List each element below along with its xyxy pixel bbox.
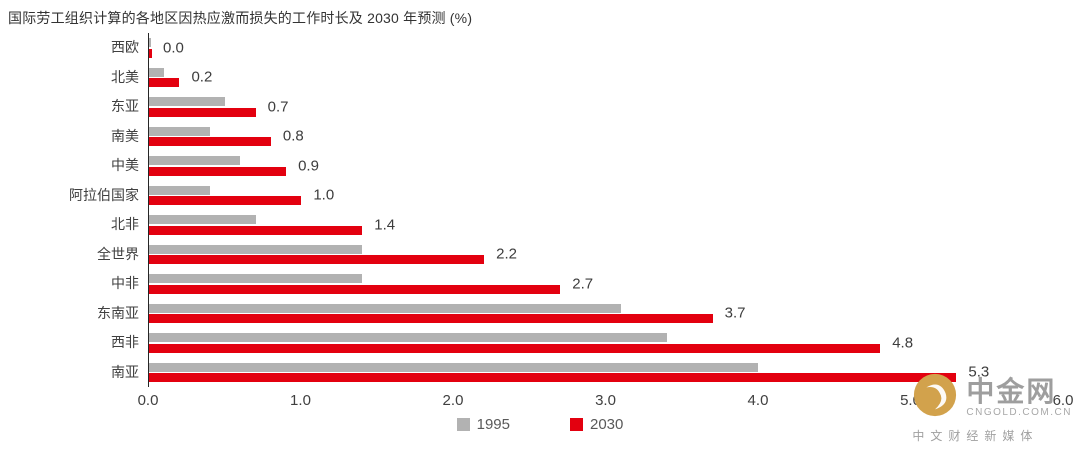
x-tick-label: 6.0 — [1052, 392, 1074, 409]
value-label: 0.9 — [298, 157, 319, 175]
category-label: 北非 — [111, 216, 139, 232]
x-tick-label: 2.0 — [442, 392, 464, 409]
x-tick-label: 3.0 — [595, 392, 616, 409]
value-label: 1.0 — [313, 186, 335, 204]
legend: 1995 2030 — [0, 416, 1080, 433]
legend-item: 1995 — [456, 416, 510, 433]
chart-row: 阿拉伯国家 1.0 — [0, 180, 1063, 210]
chart-title: 国际劳工组织计算的各地区因热应激而损失的工作时长及 2030 年预测 (%) — [8, 10, 473, 26]
bar-2030 — [149, 314, 713, 323]
x-tick-label: 1.0 — [290, 392, 311, 409]
chart-row: 全世界 2.2 — [0, 239, 1063, 269]
value-label: 0.8 — [282, 127, 304, 145]
bar-group: 3.7 — [148, 298, 1063, 328]
chart-row: 南美 0.8 — [0, 121, 1063, 151]
legend-label: 2030 — [590, 416, 624, 433]
chart-row: 中非 2.7 — [0, 269, 1063, 299]
watermark-domain: CNGOLD.COM.CN — [966, 407, 1072, 419]
category-label: 中非 — [111, 275, 139, 291]
bar-1995 — [149, 97, 226, 106]
value-label: 2.7 — [572, 275, 594, 293]
category-label: 西欧 — [111, 39, 139, 55]
category-label: 东南亚 — [97, 304, 139, 321]
legend-label: 1995 — [476, 416, 510, 433]
category-label: 中美 — [111, 157, 139, 173]
category-label: 南美 — [111, 127, 139, 144]
x-tick-label: 0.0 — [137, 392, 159, 409]
value-label: 1.4 — [374, 216, 396, 234]
value-label: 0.2 — [191, 68, 213, 86]
category-label: 阿拉伯国家 — [69, 186, 139, 203]
bar-group: 0.7 — [148, 92, 1063, 122]
bar-group: 4.8 — [148, 328, 1063, 358]
legend-swatch-icon — [570, 418, 583, 431]
bar-2030 — [149, 107, 256, 117]
cngold-logo-icon — [912, 372, 958, 423]
bar-1995 — [149, 215, 256, 224]
value-label: 3.7 — [724, 304, 746, 322]
bar-group: 5.3 — [148, 357, 1063, 387]
value-label: 4.8 — [892, 334, 914, 352]
bar-2030 — [149, 137, 271, 146]
bar-1995 — [149, 303, 622, 313]
bar-1995 — [149, 333, 667, 342]
bar-group: 0.0 — [148, 33, 1063, 63]
value-label: 0.0 — [163, 39, 184, 57]
bar-2030 — [149, 225, 363, 235]
chart-row: 南亚 5.3 — [0, 357, 1063, 387]
bar-1995 — [149, 185, 210, 195]
legend-item: 2030 — [570, 416, 623, 433]
bar-1995 — [149, 67, 165, 77]
watermark-tagline: 中文财经新媒体 — [912, 429, 1039, 443]
bar-2030 — [149, 48, 152, 58]
bar-chart: 西欧 0.0 北美 0.2 东亚 0.7 南美 0.8 中美 0.9 阿拉伯国家 1.0 北非 1.4 全世… — [0, 33, 1080, 433]
category-label: 东亚 — [111, 98, 139, 114]
chart-row: 西非 4.8 — [0, 328, 1063, 358]
chart-row: 中美 0.9 — [0, 151, 1063, 181]
value-label: 5.3 — [968, 363, 990, 381]
bar-2030 — [149, 166, 287, 176]
watermark-text-col: 中金网 CNGOLD.COM.CN — [966, 375, 1072, 419]
bar-2030 — [149, 78, 180, 87]
bar-group: 0.9 — [148, 151, 1063, 181]
value-label: 0.7 — [267, 98, 289, 116]
category-label: 全世界 — [97, 245, 139, 262]
category-label: 北美 — [111, 68, 139, 85]
bar-2030 — [149, 284, 561, 294]
bar-group: 2.7 — [148, 269, 1063, 299]
bar-2030 — [149, 255, 485, 264]
bar-1995 — [149, 362, 759, 372]
bar-group: 0.8 — [148, 121, 1063, 151]
bar-2030 — [149, 373, 957, 382]
category-label: 西非 — [111, 334, 139, 350]
bar-group: 2.2 — [148, 239, 1063, 269]
chart-row: 东南亚 3.7 — [0, 298, 1063, 328]
bar-group: 0.2 — [148, 62, 1063, 92]
bar-1995 — [149, 244, 363, 254]
bar-1995 — [149, 38, 151, 47]
bar-1995 — [149, 126, 210, 136]
value-label: 2.2 — [496, 245, 517, 263]
chart-row: 西欧 0.0 — [0, 33, 1063, 63]
legend-swatch-icon — [456, 418, 470, 431]
x-tick-label: 4.0 — [747, 392, 769, 409]
category-label: 南亚 — [111, 363, 139, 380]
watermark-top: 中金网 CNGOLD.COM.CN — [912, 372, 1072, 423]
watermark-brand: 中金网 — [966, 375, 1057, 407]
bar-2030 — [149, 343, 881, 353]
plot-area: 西欧 0.0 北美 0.2 东亚 0.7 南美 0.8 中美 0.9 阿拉伯国家 1.0 北非 1.4 全世… — [0, 33, 1080, 387]
bar-group: 1.0 — [148, 180, 1063, 210]
chart-row: 北美 0.2 — [0, 62, 1063, 92]
bar-2030 — [149, 196, 302, 205]
chart-row: 北非 1.4 — [0, 210, 1063, 240]
watermark: 中金网 CNGOLD.COM.CN 中文财经新媒体 — [912, 372, 1072, 444]
bar-group: 1.4 — [148, 210, 1063, 240]
chart-row: 东亚 0.7 — [0, 92, 1063, 122]
bar-1995 — [149, 156, 241, 165]
bar-1995 — [149, 274, 363, 283]
